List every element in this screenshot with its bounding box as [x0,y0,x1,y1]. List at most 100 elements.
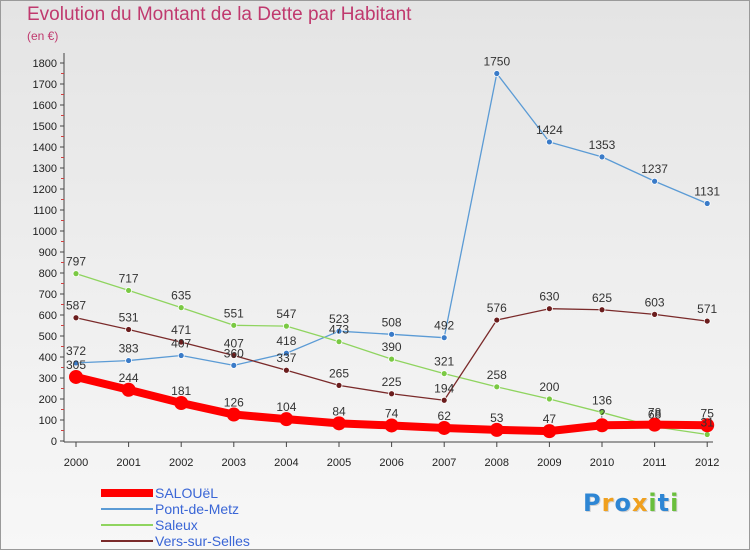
logo-letter: r [601,489,615,517]
data-point-pont-de-metz [546,138,553,146]
y-tick-label: 0 [51,436,57,448]
x-tick-label: 2004 [274,457,298,469]
data-label-vers-sur-selles: 625 [592,291,612,305]
data-label-pont-de-metz: 360 [224,346,244,360]
data-label-pont-de-metz: 492 [434,319,454,333]
data-point-pont-de-metz [703,200,711,207]
data-label-saleux: 473 [329,323,349,337]
data-point-salou-l [542,424,557,439]
data-label-vers-sur-selles: 571 [697,302,717,316]
data-point-pont-de-metz [230,361,238,369]
y-tick-label: 600 [39,310,57,322]
legend-swatch [101,489,153,497]
data-label-vers-sur-selles: 587 [66,299,86,313]
data-label-vers-sur-selles: 603 [645,295,665,309]
x-tick-label: 2000 [64,457,88,469]
data-point-vers-sur-selles [493,316,501,324]
data-point-saleux [388,355,396,363]
data-point-saleux [703,431,711,438]
data-label-saleux: 136 [592,393,612,407]
y-tick-label: 1400 [33,142,57,154]
x-tick-label: 2001 [116,457,140,469]
data-point-vers-sur-selles [230,352,238,359]
data-label-pont-de-metz: 508 [382,315,402,329]
data-label-pont-de-metz: 372 [66,344,86,358]
data-point-saleux [230,321,238,329]
data-point-salou-l [384,418,399,433]
data-point-saleux [125,287,132,294]
data-label-salou-l: 126 [224,396,244,410]
data-point-pont-de-metz [335,327,343,335]
data-label-pont-de-metz: 383 [119,342,139,356]
x-tick-label: 2003 [222,457,246,469]
data-point-saleux [177,304,185,312]
data-point-vers-sur-selles [177,338,185,346]
data-point-pont-de-metz [388,330,396,338]
x-tick-label: 2010 [590,457,614,469]
data-point-vers-sur-selles [125,326,132,333]
data-point-pont-de-metz [177,352,185,359]
data-label-saleux: 547 [276,307,296,321]
y-tick-label: 1000 [33,226,57,238]
data-label-saleux: 68 [648,408,662,422]
y-tick-label: 500 [39,331,57,343]
data-point-salou-l [332,416,346,431]
data-point-salou-l [647,417,662,432]
logo-letter: t [657,489,671,517]
data-label-vers-sur-selles: 531 [119,310,139,324]
data-label-vers-sur-selles: 265 [329,366,349,380]
data-point-salou-l [700,418,715,433]
data-label-salou-l: 62 [438,409,452,423]
x-tick-label: 2011 [643,457,667,469]
data-point-salou-l [279,412,294,427]
x-tick-label: 2006 [379,457,403,469]
data-point-salou-l [69,369,83,384]
y-tick-label: 900 [39,247,57,259]
legend-label: SALOUëL [155,485,219,501]
data-point-vers-sur-selles [703,317,711,325]
data-point-saleux [493,383,501,391]
data-label-vers-sur-selles: 225 [382,375,402,389]
data-point-pont-de-metz [72,359,80,367]
data-label-salou-l: 305 [66,358,86,372]
data-label-salou-l: 47 [543,412,557,426]
chart-unit-label: (en €) [27,29,59,43]
x-tick-label: 2002 [169,457,193,469]
y-tick-label: 1600 [33,100,57,112]
data-point-salou-l [437,420,452,435]
data-label-salou-l: 78 [648,406,662,420]
y-tick-label: 1200 [33,184,57,196]
data-point-salou-l [226,407,241,422]
logo-letter: i [648,489,658,517]
y-tick-label: 1500 [33,121,57,133]
proxiti-logo: Proxiti [583,489,679,517]
x-tick-label: 2007 [432,457,456,469]
data-point-vers-sur-selles [651,310,658,318]
data-point-vers-sur-selles [282,366,290,374]
data-label-pont-de-metz: 1424 [536,123,563,137]
data-label-vers-sur-selles: 407 [224,337,244,351]
data-point-pont-de-metz [493,70,501,77]
data-point-vers-sur-selles [598,306,606,314]
x-tick-label: 2008 [485,457,509,469]
data-label-saleux: 31 [701,415,715,429]
data-point-pont-de-metz [598,153,606,161]
y-tick-label: 800 [39,268,57,280]
data-label-salou-l: 244 [119,371,139,385]
data-label-saleux: 797 [66,255,86,269]
y-tick-label: 1700 [33,79,57,91]
data-point-saleux [282,322,290,330]
data-point-salou-l [121,382,136,397]
data-label-saleux: 200 [539,380,559,394]
data-point-salou-l [174,395,189,410]
data-label-saleux: 717 [119,271,139,285]
x-tick-label: 2005 [327,457,351,469]
y-tick-label: 400 [39,352,57,364]
data-label-pont-de-metz: 1237 [641,162,668,176]
data-label-saleux: 321 [434,355,454,369]
data-label-saleux: 635 [171,289,191,303]
data-point-pont-de-metz [282,349,290,357]
data-label-pont-de-metz: 418 [276,334,296,348]
